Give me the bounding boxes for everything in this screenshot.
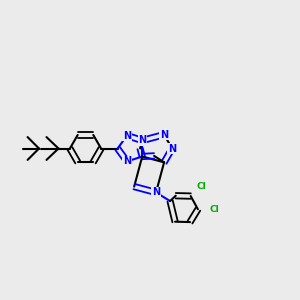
Text: N: N bbox=[123, 130, 131, 141]
Text: N: N bbox=[152, 188, 160, 197]
Text: N: N bbox=[138, 136, 146, 146]
Text: N: N bbox=[168, 143, 176, 154]
Text: N: N bbox=[123, 156, 131, 167]
Text: Cl: Cl bbox=[209, 205, 219, 214]
Text: N: N bbox=[160, 130, 168, 140]
Text: Cl: Cl bbox=[197, 182, 206, 191]
